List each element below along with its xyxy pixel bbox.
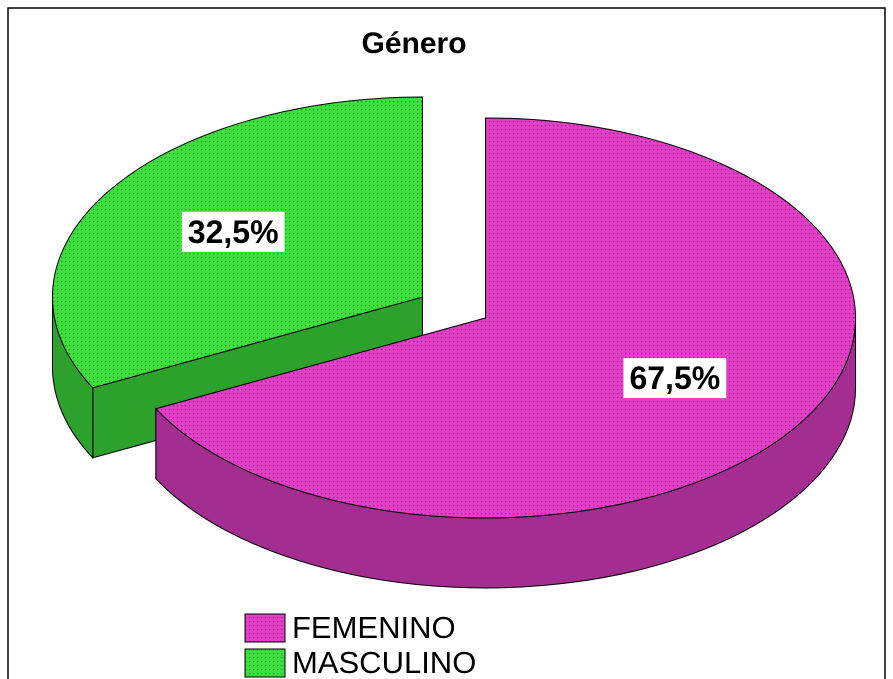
data-label-box	[181, 211, 285, 252]
legend-swatch-texture	[245, 649, 285, 677]
legend-label: MASCULINO	[292, 645, 476, 679]
legend-swatch-texture	[245, 614, 285, 642]
pie-slice	[154, 117, 857, 589]
data-label-box	[623, 358, 727, 399]
data-label: 32,5%	[188, 214, 279, 250]
data-label: 67,5%	[629, 360, 720, 396]
chart-title: Género	[361, 27, 466, 60]
slice-texture	[155, 117, 856, 518]
legend-label: FEMENINO	[292, 610, 456, 645]
